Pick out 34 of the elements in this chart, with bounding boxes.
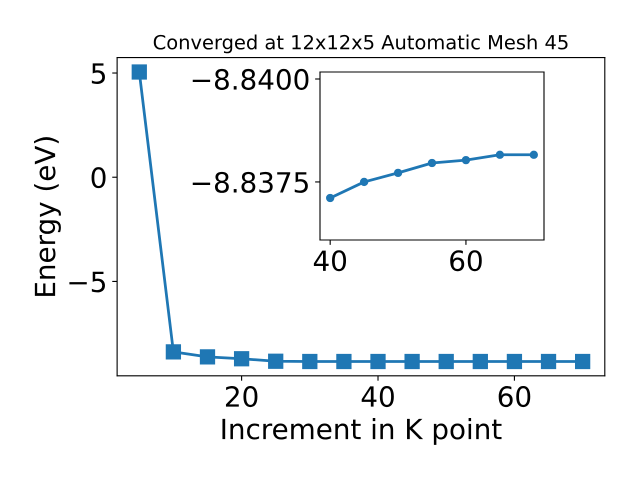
point — [200, 349, 216, 365]
y-tick-label: 0 — [92, 167, 106, 188]
point — [472, 354, 488, 370]
y-tick-label: 5 — [92, 63, 105, 84]
x-tick-label: 60 — [498, 386, 530, 408]
chart-title: Converged at 12x12x5 Automatic Mesh 45 — [154, 34, 568, 54]
y-axis-title: Energy (eV) — [34, 137, 61, 296]
point — [462, 156, 470, 164]
point — [404, 354, 420, 370]
point — [326, 194, 334, 202]
point — [428, 158, 436, 168]
point — [302, 354, 318, 370]
point — [574, 354, 590, 370]
point — [530, 150, 538, 159]
y-tick-label: −8.8400 — [192, 68, 308, 90]
point — [268, 354, 284, 369]
point — [370, 354, 386, 370]
point — [540, 354, 556, 370]
point — [394, 168, 402, 178]
point — [360, 178, 368, 186]
y-tick-label: −8.8375 — [192, 172, 308, 193]
point — [234, 351, 250, 366]
x-axis-title: Increment in K point — [222, 418, 502, 445]
y-tick-label: −5 — [69, 272, 105, 292]
x-tick-label: 60 — [450, 250, 482, 272]
point — [506, 354, 522, 370]
x-tick-label: 40 — [314, 250, 346, 272]
point — [336, 354, 352, 370]
point — [496, 150, 504, 159]
point — [438, 354, 454, 370]
x-tick-label: 20 — [226, 386, 258, 408]
point — [166, 344, 182, 360]
point — [132, 64, 147, 80]
x-tick-label: 40 — [362, 386, 394, 408]
